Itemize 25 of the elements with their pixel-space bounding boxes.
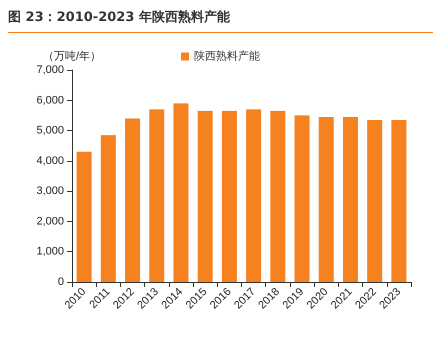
bar [100,135,116,282]
y-tick-label: 0 [58,276,64,288]
legend-label: 陕西熟料产能 [194,50,260,62]
bar [173,103,188,282]
bar [318,116,334,282]
y-tick-label: 3,000 [36,185,64,198]
bar [367,120,382,282]
y-tick-label: 1,000 [36,246,64,258]
bar [294,115,310,282]
bar [222,110,237,282]
y-tick-label: 5,000 [36,124,64,137]
bar [125,118,140,282]
bar [270,110,286,282]
y-axis-title: （万吨/年） [42,50,102,62]
chart-title: 图 23：2010-2023 年陕西熟料产能 [8,8,433,33]
y-tick-label: 6,000 [36,94,64,106]
y-tick-label: 2,000 [36,215,64,228]
bar [391,120,406,282]
bar [76,152,92,282]
bar [198,110,213,282]
bar [342,116,358,282]
bar [149,109,164,282]
y-tick-label: 7,000 [36,64,64,76]
y-tick-label: 4,000 [36,154,64,167]
bar [246,109,262,282]
